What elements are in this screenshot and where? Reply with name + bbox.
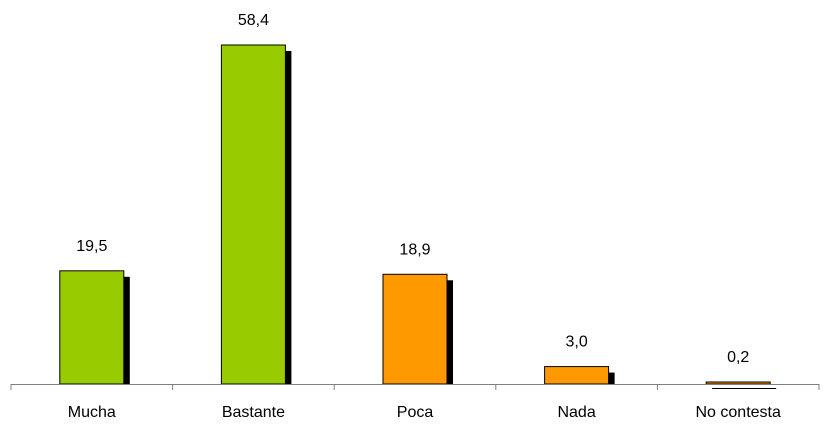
value-label-2: 18,9 — [399, 241, 430, 258]
value-label-4: 0,2 — [727, 349, 749, 366]
value-label-0: 19,5 — [76, 238, 107, 255]
value-label-3: 3,0 — [565, 334, 587, 351]
bar-bastante — [220, 44, 286, 385]
bar-poca — [382, 273, 448, 385]
bar-shadow-4 — [712, 388, 777, 389]
category-label-1: Bastante — [222, 404, 285, 421]
bar-nada — [544, 366, 610, 385]
bar-no-contesta — [705, 381, 771, 385]
category-label-4: No contesta — [696, 404, 781, 421]
bar-mucha — [59, 270, 125, 385]
category-label-2: Poca — [397, 404, 434, 421]
bars-layer — [59, 44, 777, 389]
value-label-1: 58,4 — [238, 12, 269, 29]
category-label-0: Mucha — [68, 404, 116, 421]
category-label-3: Nada — [557, 404, 595, 421]
x-axis — [10, 384, 820, 390]
labels-layer: 19,5 Mucha 58,4 Bastante 18,9 Poca 3,0 Nada 0,2 N… — [68, 12, 781, 421]
